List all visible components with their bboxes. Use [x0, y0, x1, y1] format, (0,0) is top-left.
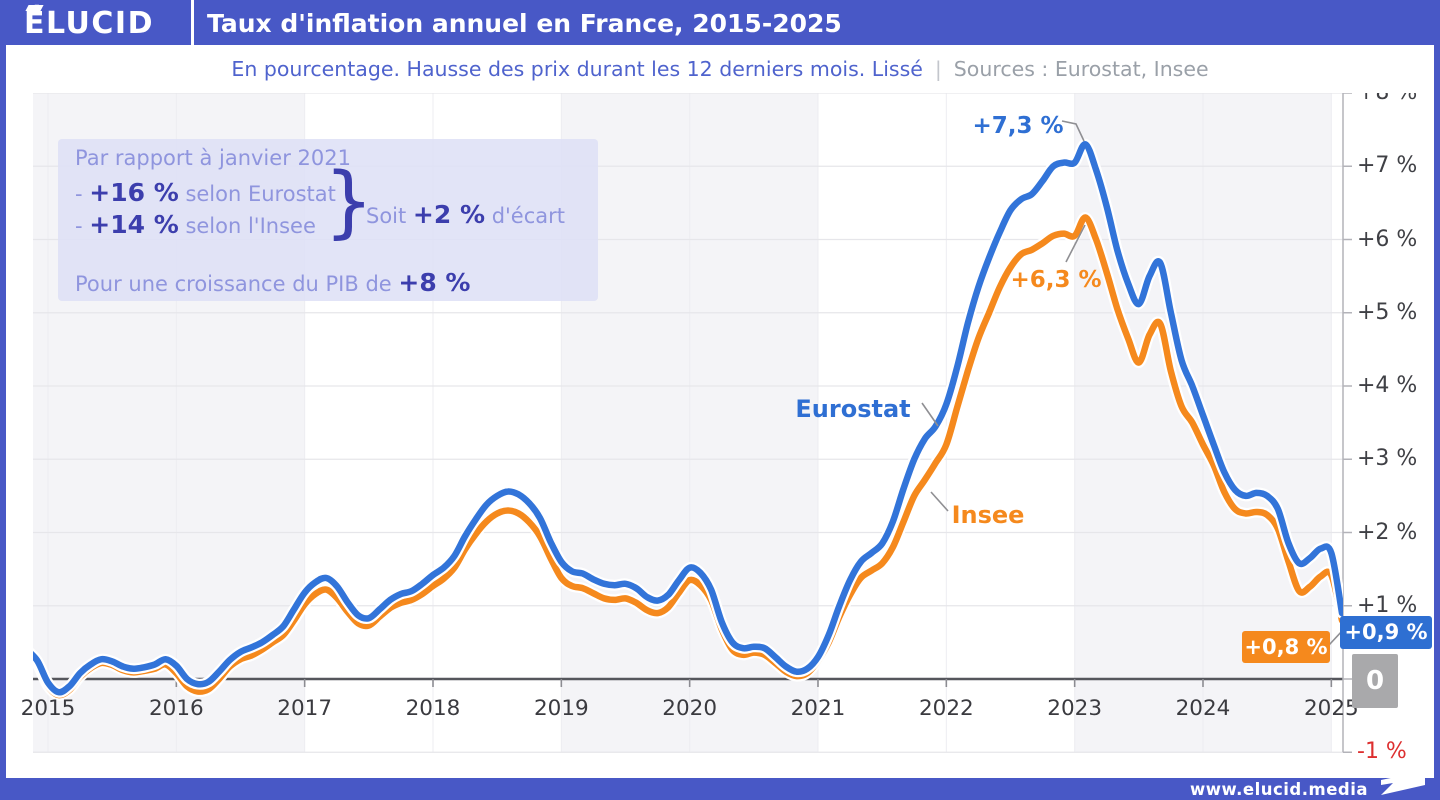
logo-flag-icon: [25, 5, 44, 11]
brand-logo: ÉLUCID: [24, 0, 154, 45]
annotation-gdp-note: Pour une croissance du PIB de +8 %: [75, 268, 471, 297]
annotation-insee-item: - +14 % selon l'Insee: [75, 210, 316, 239]
brand-logo-text: ÉLUCID: [24, 6, 154, 41]
annotation-box: Par rapport à janvier 2021 - +16 % selon…: [58, 139, 598, 301]
callout-connector: [1065, 224, 1086, 263]
eurostat-line: [33, 141, 1343, 696]
subtitle: En pourcentage. Hausse des prix durant l…: [6, 45, 1434, 93]
annotation-line1: Par rapport à janvier 2021: [75, 146, 351, 170]
header-divider: [191, 0, 194, 45]
annotation-eurostat-item: - +16 % selon Eurostat: [75, 178, 336, 207]
footer-bar: www.elucid.media: [0, 771, 1440, 800]
subtitle-separator: |: [934, 57, 942, 81]
top-bar: ÉLUCID Taux d'inflation annuel en France…: [0, 0, 1440, 45]
brace-glyph: }: [324, 157, 374, 247]
callout-connector: [921, 402, 939, 427]
subtitle-text: En pourcentage. Hausse des prix durant l…: [231, 57, 923, 81]
flag-icon: [1381, 771, 1425, 795]
subtitle-sources: Sources : Eurostat, Insee: [953, 57, 1209, 81]
callout-connector: [1061, 120, 1085, 142]
website-url: www.elucid.media: [1189, 780, 1368, 799]
insee-line: [33, 214, 1343, 699]
callout-connector: [930, 491, 949, 512]
annotation-gap-note: Soit +2 % d'écart: [366, 200, 566, 229]
page-title: Taux d'inflation annuel en France, 2015-…: [207, 9, 842, 38]
